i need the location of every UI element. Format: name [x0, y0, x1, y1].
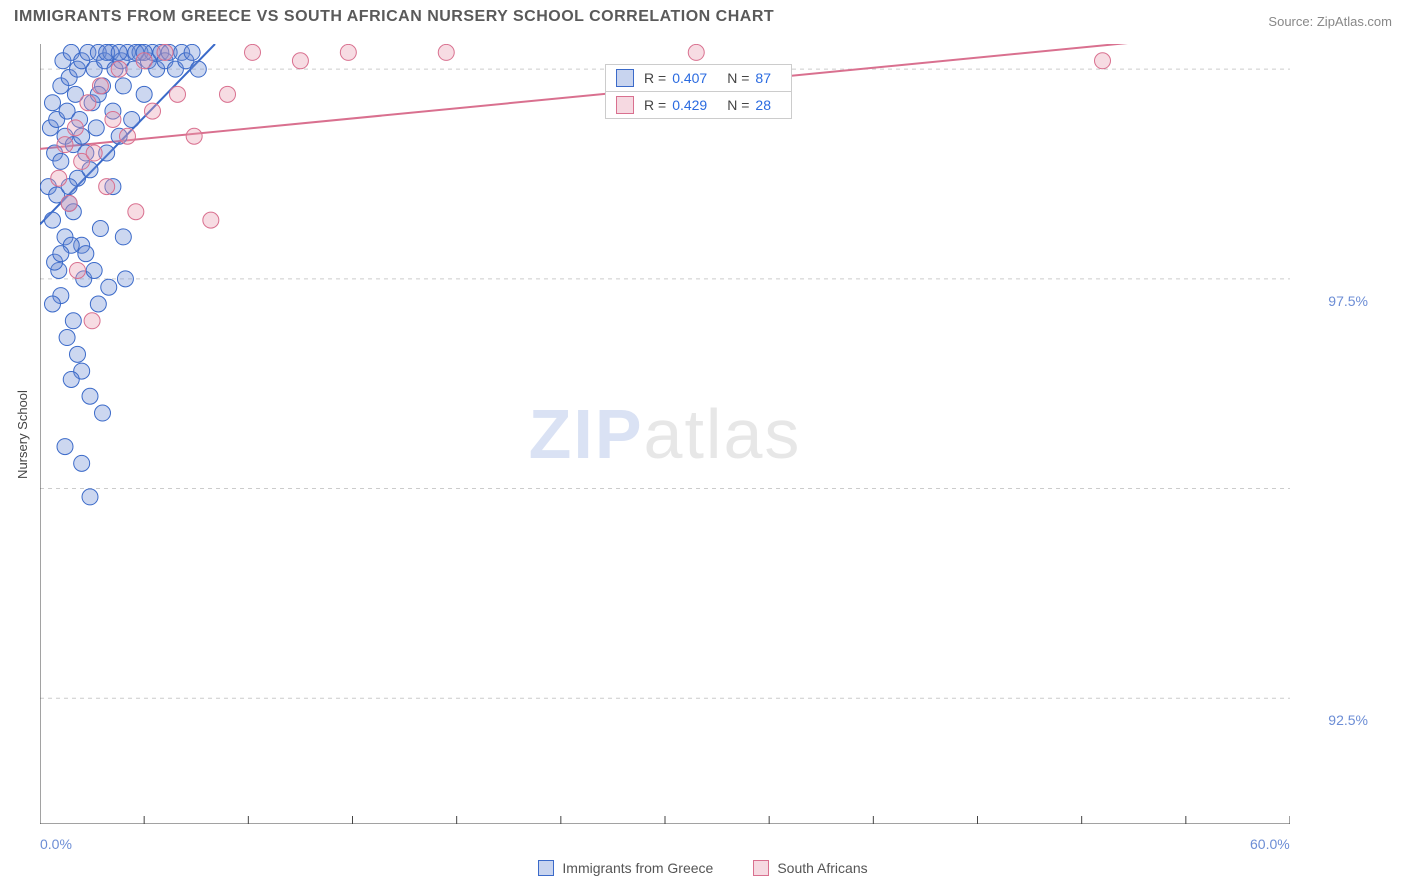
legend-row-greece: R = 0.407 N = 87 — [605, 64, 792, 92]
legend-swatch — [616, 96, 634, 114]
source-credit: Source: ZipAtlas.com — [1268, 14, 1392, 29]
source-label: Source: — [1268, 14, 1313, 29]
n-label: N = — [727, 70, 749, 86]
correlation-legend: R = 0.407 N = 87 R = 0.429 N = 28 — [605, 64, 792, 118]
series-legend: Immigrants from Greece South Africans — [0, 860, 1406, 876]
legend-label: South Africans — [777, 860, 867, 876]
legend-row-sa: R = 0.429 N = 28 — [605, 91, 792, 119]
legend-item-sa: South Africans — [753, 860, 867, 876]
y-tick-label: 92.5% — [1298, 712, 1368, 728]
legend-swatch-icon — [753, 860, 769, 876]
legend-item-greece: Immigrants from Greece — [538, 860, 713, 876]
r-label: R = — [644, 70, 666, 86]
x-tick-label: 0.0% — [40, 836, 72, 852]
legend-swatch — [616, 69, 634, 87]
chart-title: IMMIGRANTS FROM GREECE VS SOUTH AFRICAN … — [14, 8, 774, 25]
r-value: 0.429 — [672, 97, 707, 113]
y-axis-label: Nursery School — [15, 390, 30, 479]
y-tick-label: 97.5% — [1298, 293, 1368, 309]
x-tick-label: 60.0% — [1250, 836, 1290, 852]
n-value: 87 — [755, 70, 771, 86]
n-label: N = — [727, 97, 749, 113]
y-axis-label-wrap: Nursery School — [12, 44, 32, 824]
legend-swatch-icon — [538, 860, 554, 876]
r-value: 0.407 — [672, 70, 707, 86]
plot-area: ZIPatlas R =0.407N =87R =0.429N =28 — [40, 44, 1290, 824]
legend-label: Immigrants from Greece — [562, 860, 713, 876]
n-value: 28 — [755, 97, 771, 113]
chart-svg — [40, 44, 1290, 824]
source-link[interactable]: ZipAtlas.com — [1317, 14, 1392, 29]
r-label: R = — [644, 97, 666, 113]
